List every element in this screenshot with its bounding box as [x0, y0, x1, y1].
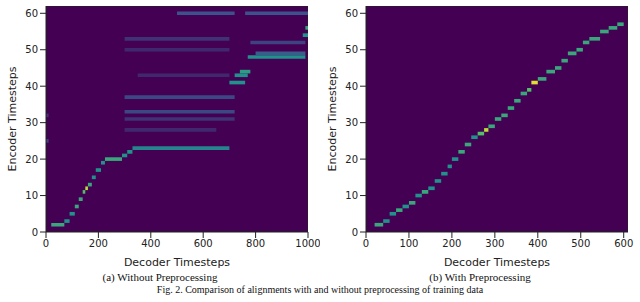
- svg-text:600: 600: [194, 238, 213, 249]
- svg-text:20: 20: [25, 154, 38, 165]
- svg-text:400: 400: [528, 238, 547, 249]
- svg-text:600: 600: [614, 238, 632, 249]
- svg-text:0: 0: [363, 238, 369, 249]
- svg-text:60: 60: [345, 8, 358, 19]
- svg-text:40: 40: [25, 81, 38, 92]
- svg-text:40: 40: [345, 81, 358, 92]
- svg-text:Decoder Timesteps: Decoder Timesteps: [124, 256, 230, 269]
- svg-text:1000: 1000: [295, 238, 320, 249]
- svg-text:200: 200: [89, 238, 108, 249]
- html-text:Fig. 2. Comparison of alignmen: Fig. 2. Comparison of alignments with an…: [156, 284, 484, 295]
- svg-text:400: 400: [141, 238, 160, 249]
- svg-text:20: 20: [345, 154, 358, 165]
- svg-text:0: 0: [32, 227, 38, 238]
- svg-text:10: 10: [25, 190, 38, 201]
- svg-text:60: 60: [25, 8, 38, 19]
- svg-text:30: 30: [25, 117, 38, 128]
- svg-text:0: 0: [43, 238, 49, 249]
- svg-text:500: 500: [571, 238, 590, 249]
- svg-text:800: 800: [246, 238, 265, 249]
- svg-text:50: 50: [25, 44, 38, 55]
- svg-text:300: 300: [485, 238, 504, 249]
- html-text:(b) With Preprocessing: (b) With Preprocessing: [429, 271, 531, 283]
- svg-text:100: 100: [399, 238, 418, 249]
- svg-text:Encoder Timesteps: Encoder Timesteps: [8, 66, 19, 171]
- svg-text:30: 30: [345, 117, 358, 128]
- svg-text:0: 0: [352, 227, 358, 238]
- svg-text:10: 10: [345, 190, 358, 201]
- html-text:(a) Without Preprocessing: (a) Without Preprocessing: [102, 271, 218, 283]
- svg-text:Encoder Timesteps: Encoder Timesteps: [326, 66, 339, 171]
- svg-text:200: 200: [442, 238, 461, 249]
- svg-text:Decoder Timesteps: Decoder Timesteps: [444, 256, 550, 269]
- svg-text:50: 50: [345, 44, 358, 55]
